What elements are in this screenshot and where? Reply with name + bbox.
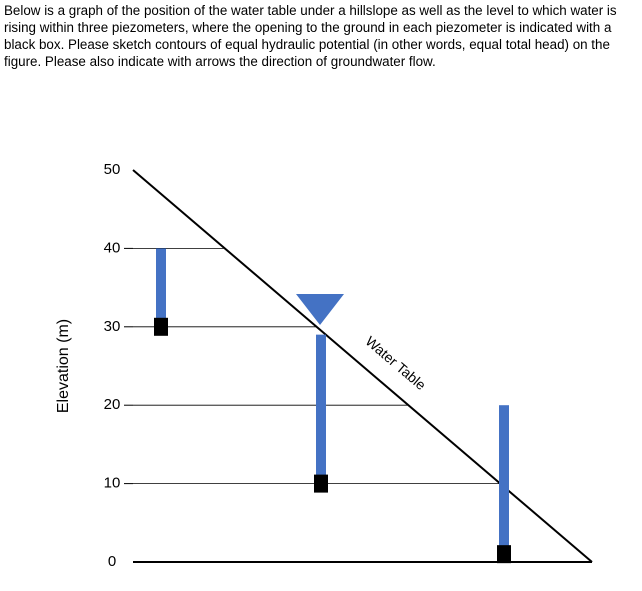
y-tick-label: 20 — [104, 396, 121, 413]
water-table-label: Water Table — [363, 333, 430, 393]
piezometer-tube — [316, 334, 326, 484]
piezometer-tube — [156, 248, 166, 327]
water-table-marker — [296, 294, 344, 325]
y-tick-label: 10 — [104, 475, 121, 492]
y-tick-label: 50 — [104, 161, 121, 178]
question-text: Below is a graph of the position of the … — [4, 3, 617, 69]
y-axis-label: Elevation (m) — [55, 319, 72, 413]
piezometer-opening — [314, 474, 328, 493]
y-tick-label: 40 — [104, 239, 121, 256]
y-tick-label: 0 — [108, 553, 116, 570]
piezometer-opening — [154, 317, 168, 336]
hillslope-water-table — [132, 169, 593, 563]
piezometer-opening — [497, 545, 511, 564]
y-tick-label: 30 — [104, 318, 121, 335]
piezometer-tube — [499, 405, 509, 555]
